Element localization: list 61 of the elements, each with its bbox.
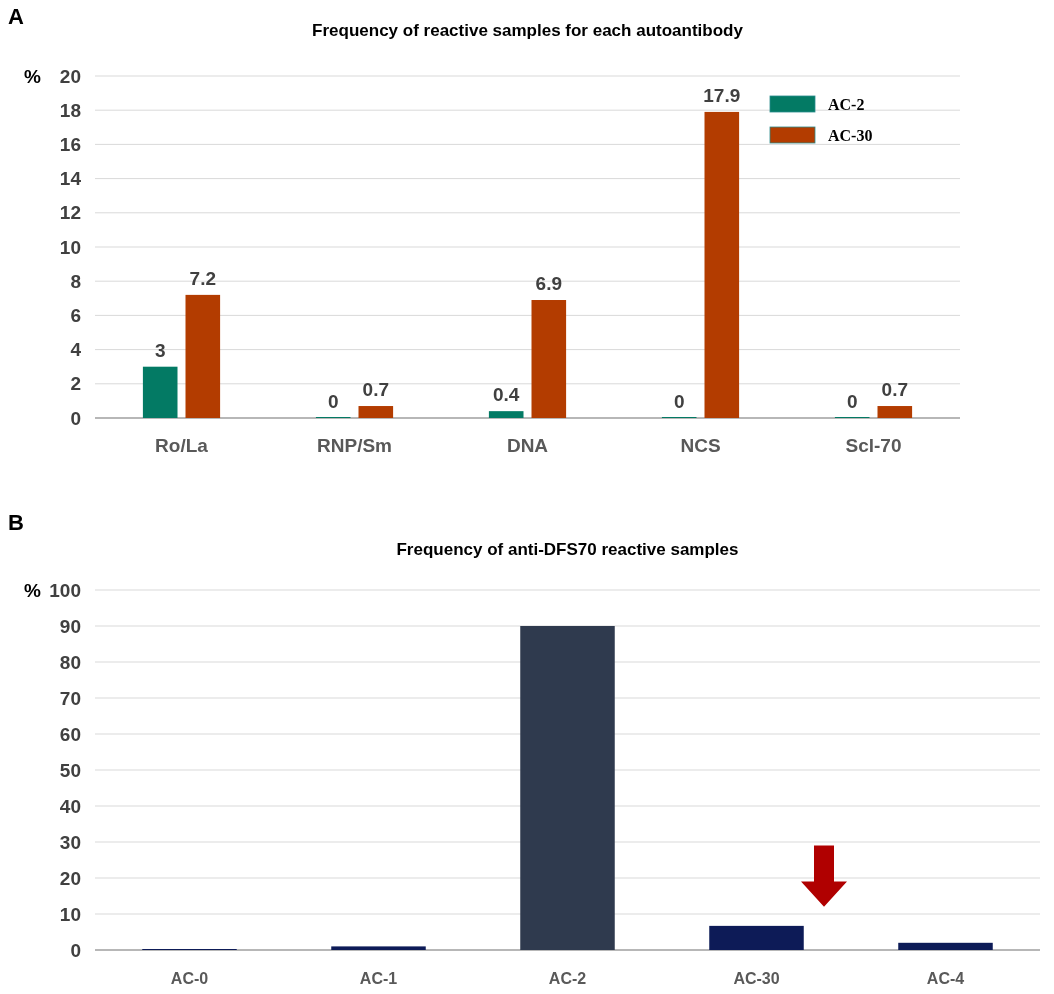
y-tick-label: 30 [59,831,81,853]
x-tick-label: AC-4 [926,970,965,987]
data-label: 0 [673,391,685,412]
x-tick-label: AC-1 [359,970,398,987]
text: A [8,4,24,29]
legend-label: AC-30 [828,126,873,144]
y-tick-label: 20 [59,65,81,87]
y-tick-label: 14 [59,168,82,190]
text: B [8,510,24,535]
x-tick-label: AC-2 [548,970,587,987]
bar [185,294,221,418]
bar [488,411,524,418]
y-tick-label: 40 [59,795,81,817]
y-tick-label: 18 [59,99,81,121]
chart-title: Frequency of anti-DFS70 reactive samples [396,540,739,559]
y-axis-title: % [24,65,42,87]
y-tick-label: 60 [59,723,81,745]
bar [142,366,178,418]
data-label: 6.9 [535,273,563,295]
bar [331,946,426,950]
x-tick-label: AC-30 [733,970,780,987]
y-tick-label: 8 [70,270,81,292]
y-tick-label: 50 [59,759,81,781]
y-tick-label: 70 [59,687,81,709]
data-label: 0.7 [362,379,390,401]
x-tick-label: AC-0 [170,970,209,987]
y-tick-label: 0 [70,939,81,961]
y-tick-label: 10 [59,903,81,925]
bar [877,406,913,418]
bar [531,300,567,418]
y-tick-label: 90 [59,615,81,637]
data-label: 0 [846,391,858,412]
y-tick-label: 4 [70,339,82,361]
x-tick-label: RNP/Sm [317,435,392,456]
data-label: 17.9 [703,84,741,106]
legend-label: AC-2 [828,95,865,113]
bar [520,626,615,950]
bar [704,111,740,418]
bar [709,925,804,950]
y-tick-label: 2 [70,373,81,395]
data-label: 0.7 [881,379,909,401]
y-tick-label: 12 [59,202,81,224]
x-tick-label: NCS [680,435,721,456]
x-tick-label: DNA [506,435,549,456]
y-axis-title: % [24,579,42,601]
bar [898,942,993,950]
y-tick-label: 100 [49,579,81,601]
chart-title: Frequency of reactive samples for each autoantibody [312,21,744,40]
y-tick-label: 0 [70,407,81,429]
data-label: 3 [154,339,166,361]
y-tick-label: 6 [70,305,81,327]
x-tick-label: Scl-70 [845,435,902,456]
data-label: 7.2 [189,267,217,289]
y-tick-label: 10 [59,236,81,258]
y-tick-label: 20 [59,867,81,889]
x-tick-label: Ro/La [155,435,209,456]
y-tick-label: 80 [59,651,81,673]
data-label: 0.4 [492,384,520,406]
bar [358,406,394,418]
data-label: 0 [327,391,339,412]
y-tick-label: 16 [59,134,81,156]
